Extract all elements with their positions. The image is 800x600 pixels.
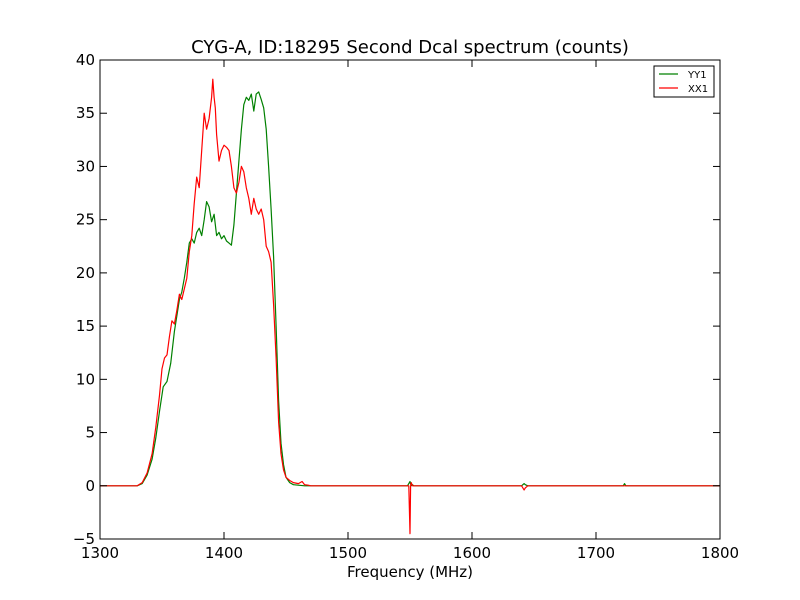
x-axis-label: Frequency (MHz) [347, 563, 473, 581]
plot-frame [100, 60, 720, 539]
y-tick-label: 15 [76, 317, 95, 335]
y-tick-label: 5 [85, 424, 95, 442]
plot-border [99, 59, 721, 540]
legend-box [653, 65, 715, 98]
legend-label-xx1: XX1 [688, 84, 708, 95]
x-tick-label: 1400 [205, 544, 243, 562]
chart-title: CYG-A, ID:18295 Second Dcal spectrum (co… [191, 37, 629, 58]
x-tick-label: 1800 [701, 544, 739, 562]
legend-label-yy1: YY1 [687, 70, 707, 81]
x-tick-label: 1700 [577, 544, 615, 562]
x-tick-label: 1600 [453, 544, 491, 562]
y-tick-label: 35 [76, 104, 95, 122]
y-tick-label: 40 [76, 51, 95, 69]
y-tick-label: 0 [85, 477, 95, 495]
y-tick-label: 20 [76, 264, 95, 282]
x-tick-label: 1300 [81, 544, 119, 562]
y-tick-label: 10 [76, 370, 95, 388]
x-tick-label: 1500 [329, 544, 367, 562]
series-layer [100, 78, 720, 535]
y-tick-label: 25 [76, 211, 95, 229]
y-tick-label: −5 [73, 530, 95, 548]
y-tick-label: 30 [76, 157, 95, 175]
plot-area: 1300 1400 1500 1600 1700 1800 −5 0 5 10 15 20 25 30 35… [73, 51, 739, 562]
series-line-xx1 [100, 78, 720, 535]
ticks-layer: 1300 1400 1500 1600 1700 1800 −5 0 5 10 15 20 25 30 35… [73, 51, 739, 562]
